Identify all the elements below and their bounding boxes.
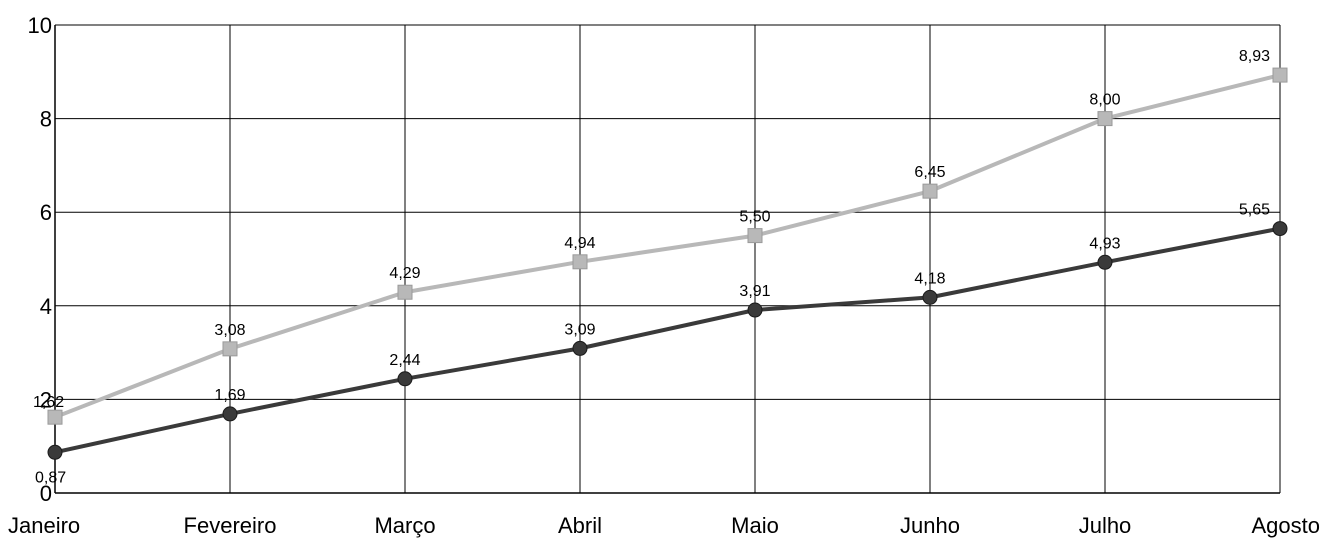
y-tick-label: 10 — [28, 13, 52, 38]
series-group — [47, 67, 1288, 460]
series-line-1 — [54, 73, 1281, 420]
square-point — [397, 284, 413, 300]
data-label: 3,09 — [564, 321, 595, 338]
square-point — [572, 254, 588, 270]
data-label: 5,65 — [1239, 202, 1270, 219]
y-tick-label: 8 — [40, 107, 52, 132]
circle-point — [397, 371, 413, 387]
x-tick-label: Agosto — [1252, 513, 1321, 538]
circle-point — [222, 406, 238, 422]
x-tick-label: Maio — [731, 513, 779, 538]
data-label: 5,50 — [739, 209, 770, 226]
axes: 0 2 4 6 8 10 Janeiro Fevereiro Março Abril Maio Jun… — [8, 13, 1320, 538]
y-tick-label: 0 — [40, 481, 52, 506]
circle-point — [572, 340, 588, 356]
data-labels: 1,62 3,08 4,29 4,94 5,50 6,45 8,00 8,93 0,87 1,69… — [33, 48, 1270, 486]
square-point — [922, 183, 938, 199]
data-label: 4,94 — [564, 235, 595, 252]
data-label: 6,45 — [914, 164, 945, 181]
circle-point — [747, 302, 763, 318]
square-point — [47, 409, 63, 425]
data-label: 1,69 — [214, 387, 245, 404]
square-point — [1097, 111, 1113, 127]
data-label: 2,44 — [389, 352, 420, 369]
series-line-2 — [54, 226, 1281, 455]
data-label: 4,18 — [914, 270, 945, 287]
data-label: 8,93 — [1239, 48, 1270, 65]
square-point — [222, 341, 238, 357]
x-tick-label: Março — [374, 513, 435, 538]
data-label: 4,29 — [389, 265, 420, 282]
x-tick-label: Janeiro — [8, 513, 80, 538]
y-tick-label: 2 — [40, 387, 52, 412]
circle-point — [922, 289, 938, 305]
circle-point — [1097, 254, 1113, 270]
data-label: 8,00 — [1089, 92, 1120, 109]
x-tick-label: Julho — [1079, 513, 1132, 538]
square-point — [1272, 67, 1288, 83]
data-label: 3,91 — [739, 283, 770, 300]
x-tick-label: Fevereiro — [184, 513, 277, 538]
data-label: 3,08 — [214, 322, 245, 339]
y-tick-label: 4 — [40, 294, 52, 319]
y-tick-label: 6 — [40, 200, 52, 225]
data-label: 1,62 — [33, 394, 64, 411]
data-label: 0,87 — [35, 469, 66, 486]
circle-point — [47, 444, 63, 460]
x-tick-label: Junho — [900, 513, 960, 538]
x-tick-label: Abril — [558, 513, 602, 538]
circle-point — [1272, 221, 1288, 237]
data-label: 4,93 — [1089, 235, 1120, 252]
square-point — [747, 228, 763, 244]
